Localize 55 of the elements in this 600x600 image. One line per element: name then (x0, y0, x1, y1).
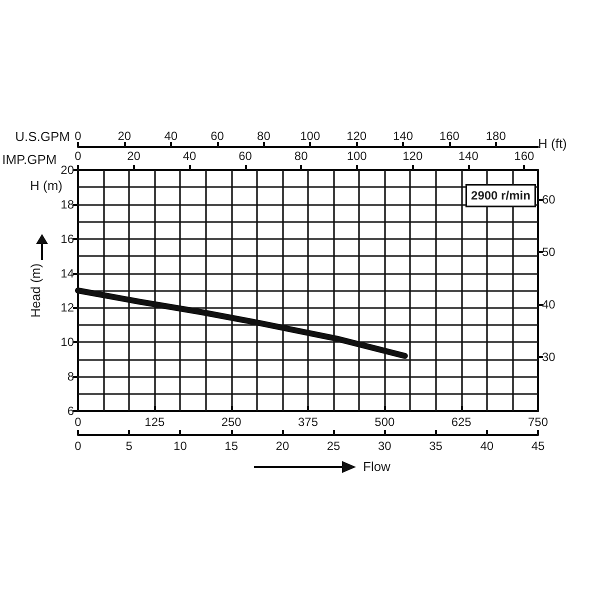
x-tick-label: 625 (451, 415, 472, 429)
y-tick-label: 12 (60, 300, 74, 315)
x-tick-label: 375 (298, 415, 318, 429)
y-tick-label: 20 (60, 163, 74, 177)
text: 180 (486, 129, 506, 143)
x-tick-label: 500 (374, 415, 395, 429)
x2-tick-label: 5 (126, 439, 133, 453)
x2-tick-label: 0 (74, 439, 82, 453)
text: IMP.GPM (2, 152, 57, 167)
x2-tick-label: 15 (224, 439, 238, 453)
text: 80 (257, 129, 271, 143)
y-tick-label: 10 (60, 335, 74, 350)
x2-tick-label: 35 (429, 439, 443, 453)
text: 120 (402, 149, 423, 163)
text: 100 (346, 149, 368, 163)
y2-tick-label: 40 (542, 297, 556, 312)
x2-tick-label: 45 (531, 439, 545, 453)
y-tick-label: 18 (60, 197, 74, 212)
y-tick-label: 14 (60, 266, 74, 280)
y2-tick-label: 30 (542, 350, 556, 364)
text: 140 (392, 129, 414, 143)
x2-tick-label: 10 (174, 439, 188, 453)
annotation: 2900 r/min (471, 188, 530, 203)
text: 160 (439, 129, 460, 143)
text: 80 (294, 149, 308, 163)
x2-tick-label: 40 (480, 439, 494, 453)
y-tick-label: 16 (60, 232, 74, 246)
y2-tick-label: 60 (542, 192, 556, 206)
y2-axis-title: H (ft) (538, 136, 567, 152)
text: 60 (238, 149, 252, 163)
text: 0 (74, 129, 82, 143)
x2-tick-label: 20 (276, 439, 290, 453)
x-tick-label: 250 (221, 415, 242, 429)
x-tick-label: 750 (528, 415, 548, 429)
y-tick-label: 6 (67, 404, 74, 418)
text: 20 (127, 149, 141, 163)
text: 100 (300, 129, 320, 143)
text: 20 (118, 129, 132, 143)
y-axis-title: Head (m) (28, 263, 43, 318)
x2-tick-label: 25 (326, 439, 341, 453)
text: H (m) (30, 178, 62, 193)
y-tick-label: 8 (67, 370, 74, 384)
text: 0 (74, 149, 82, 163)
x-axis-title: Flow (363, 459, 392, 474)
x2-tick-label: 30 (378, 439, 392, 453)
text: 120 (346, 129, 367, 143)
y2-tick-label: 50 (542, 244, 556, 259)
text: 140 (458, 149, 479, 163)
text: 40 (164, 129, 178, 143)
text: 60 (210, 129, 224, 143)
text: 160 (514, 149, 534, 163)
text: 40 (182, 149, 197, 163)
x-tick-label: 0 (74, 415, 82, 429)
x-tick-label: 125 (144, 415, 165, 429)
text: U.S.GPM (15, 129, 70, 144)
